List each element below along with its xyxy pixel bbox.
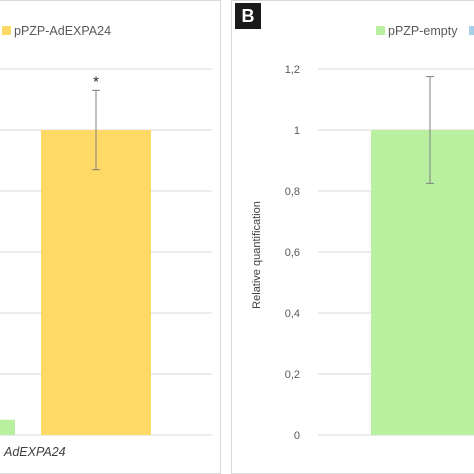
legend-a: pPZP-AdEXPA24 [2,24,123,38]
y-tick-label: 0,6 [285,247,300,259]
bar [371,130,474,435]
chart-b-plot: 0 0,2 0,4 0,6 0,8 1 1,2 [285,64,474,442]
y-tick-label: 0,4 [285,308,300,320]
chart-panel-b: B pPZP-empty Relative quantification 0 0,… [231,0,474,474]
y-tick-label: 1 [294,125,300,137]
legend-swatch [469,26,474,36]
legend-label: pPZP-empty [388,24,458,38]
y-tick-label: 0,2 [285,369,300,381]
bar [41,130,151,435]
y-tick-label: 1,2 [285,64,300,76]
legend-b: pPZP-empty [376,24,474,38]
significance-marker: * [93,73,99,90]
legend-item [469,24,474,38]
bar [0,419,15,435]
legend-item: pPZP-AdEXPA24 [2,24,111,38]
legend-label: pPZP-AdEXPA24 [14,24,112,38]
legend-swatch [2,26,11,36]
y-tick-label: 0,8 [285,186,300,198]
panel-letter: B [235,3,261,29]
y-tick-label: 0 [294,430,300,442]
chart-a-plot: * [0,68,212,436]
legend-swatch [376,26,385,36]
legend-item: pPZP-empty [376,24,457,38]
x-category-label: AdEXPA24 [4,445,66,459]
chart-panel-a: pPZP-AdEXPA24 * AdEXPA24 [0,0,221,474]
